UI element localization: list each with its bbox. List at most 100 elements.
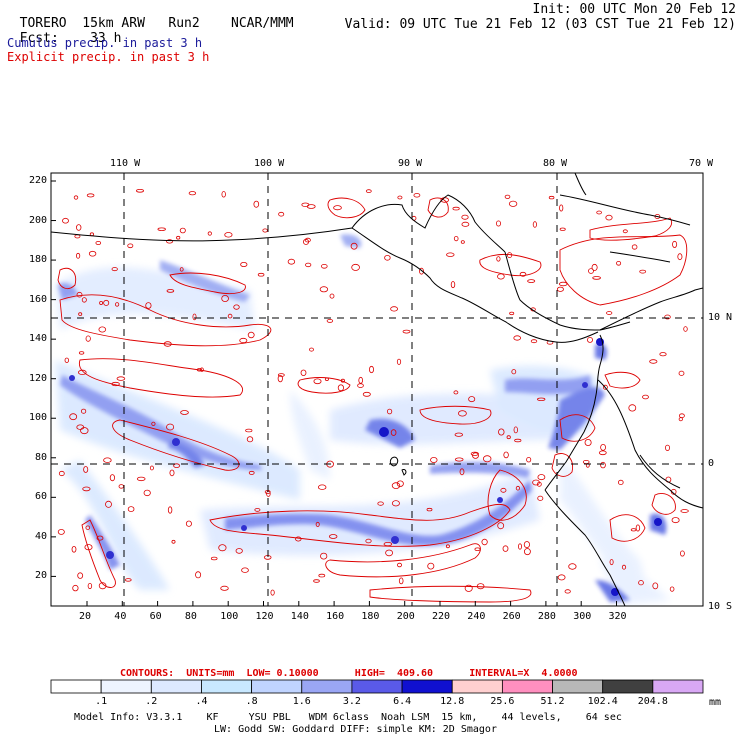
explicit-precip-cell	[384, 254, 391, 261]
explicit-precip-cell	[358, 376, 364, 384]
explicit-precip-cell	[253, 200, 260, 208]
central-america-caribbean	[504, 251, 631, 331]
explicit-precip-cell	[606, 311, 613, 315]
y-tick-label: 20	[34, 570, 47, 582]
explicit-precip-cell	[309, 347, 314, 352]
explicit-precip-cell	[135, 189, 144, 193]
explicit-precip-cell	[677, 253, 683, 261]
explicit-precip-cell	[402, 329, 411, 334]
explicit-precip-cell	[459, 468, 465, 476]
galapagos-1	[389, 456, 399, 467]
explicit-precip-cell	[558, 281, 568, 287]
explicit-precip-cell	[319, 286, 329, 293]
explicit-precip-cell	[127, 243, 134, 249]
explicit-precip-cell	[600, 461, 606, 469]
explicit-precip-cell	[306, 204, 316, 209]
y-tick-label: 140	[28, 333, 47, 345]
explicit-precip-cell	[426, 507, 433, 512]
x-tick-label: 120	[255, 611, 274, 622]
colorbar-unit: mm	[709, 697, 722, 708]
explicit-precip-cell	[678, 370, 685, 376]
colorbar-swatch	[351, 679, 403, 694]
explicit-precip-cell	[672, 240, 678, 248]
explicit-precip-cell	[526, 457, 532, 463]
explicit-precip-cell	[278, 211, 285, 217]
explicit-precip-cell	[99, 300, 103, 305]
explicit-precip-cell	[383, 541, 393, 547]
colorbar-level-label: 102.4	[587, 696, 618, 707]
explicit-precip-cell	[295, 536, 302, 542]
x-tick-label: 300	[573, 611, 592, 622]
y-tick-label: 60	[34, 491, 47, 503]
explicit-precip-cell	[419, 267, 424, 275]
lon-label-110w: 110 W	[110, 158, 141, 169]
colorbar-swatch	[100, 679, 152, 694]
y-tick-label: 80	[34, 451, 47, 463]
explicit-precip-cell	[518, 543, 523, 550]
map-frame	[50, 172, 704, 607]
explicit-precip-cell	[301, 202, 310, 207]
explicit-precip-cell	[58, 470, 65, 477]
explicit-precip-cell	[80, 427, 89, 435]
explicit-precip-cell	[224, 232, 233, 238]
explicit-precip-cell	[537, 474, 546, 481]
x-tick-label: 260	[502, 611, 521, 622]
explicit-precip-cell	[221, 294, 229, 302]
explicit-precip-cell	[397, 195, 403, 200]
explicit-precip-cell	[179, 227, 186, 234]
forecast-hour: Fcst: 33 h	[4, 18, 122, 46]
explicit-precip-cell	[199, 367, 204, 372]
explicit-precip-cell	[326, 318, 334, 323]
explicit-precip-cell	[76, 424, 85, 430]
x-tick-label: 180	[361, 611, 380, 622]
explicit-precip-cell	[461, 221, 470, 227]
colorbar-level-label: 25.6	[490, 696, 515, 707]
explicit-precip-cell	[116, 376, 126, 381]
explicit-precip-cell	[76, 252, 81, 259]
colorbar-level-label: 3.2	[342, 696, 361, 707]
explicit-precip-cell	[453, 390, 459, 395]
explicit-precip-cell	[207, 231, 212, 236]
explicit-precip-cell	[476, 583, 485, 590]
explicit-precip-cell	[304, 237, 311, 243]
florida	[574, 173, 587, 196]
explicit-precip-cell	[497, 522, 505, 530]
explicit-precip-cell	[470, 451, 479, 456]
y-tick-label: 100	[28, 412, 47, 424]
explicit-precip-cell	[617, 479, 624, 485]
explicit-precip-cell	[62, 217, 69, 224]
explicit-precip-cell	[350, 242, 358, 250]
explicit-precip-cell	[143, 489, 151, 497]
x-tick-label: 60	[149, 611, 162, 622]
explicit-precip-cell	[532, 221, 538, 228]
coastlines	[51, 173, 703, 606]
x-tick-label: 200	[396, 611, 415, 622]
explicit-precip-cell	[96, 535, 104, 541]
colorbar-level-label: .8	[245, 696, 258, 707]
explicit-precip-cell	[169, 469, 175, 477]
run-label: Run2	[168, 16, 200, 31]
fcst-value: 33 h	[90, 31, 122, 46]
hispaniola	[609, 251, 671, 263]
amazon-border	[639, 454, 681, 489]
model-name: TORERO	[19, 16, 67, 31]
peru-coast	[544, 489, 626, 606]
explicit-precip-cell	[157, 227, 166, 231]
y-tick-label: 160	[28, 293, 47, 305]
map-contents	[51, 173, 703, 606]
explicit-precip-cell	[514, 438, 522, 443]
explicit-precip-cell	[513, 426, 518, 434]
explicit-precip-cell	[481, 538, 488, 546]
explicit-precip-cell	[98, 326, 107, 333]
explicit-precip-cell	[504, 194, 511, 199]
explicit-precip-cell	[450, 281, 456, 289]
explicit-precip-cell	[396, 358, 402, 365]
axis-ticks	[51, 180, 617, 606]
explicit-precip-cell	[362, 391, 371, 397]
explicit-precip-cell	[642, 394, 649, 400]
explicit-precip-cell	[591, 263, 598, 271]
explicit-precip-contours	[57, 197, 688, 603]
lat-label-10n: 10 N	[708, 312, 733, 323]
explicit-precip-cell	[460, 240, 465, 244]
